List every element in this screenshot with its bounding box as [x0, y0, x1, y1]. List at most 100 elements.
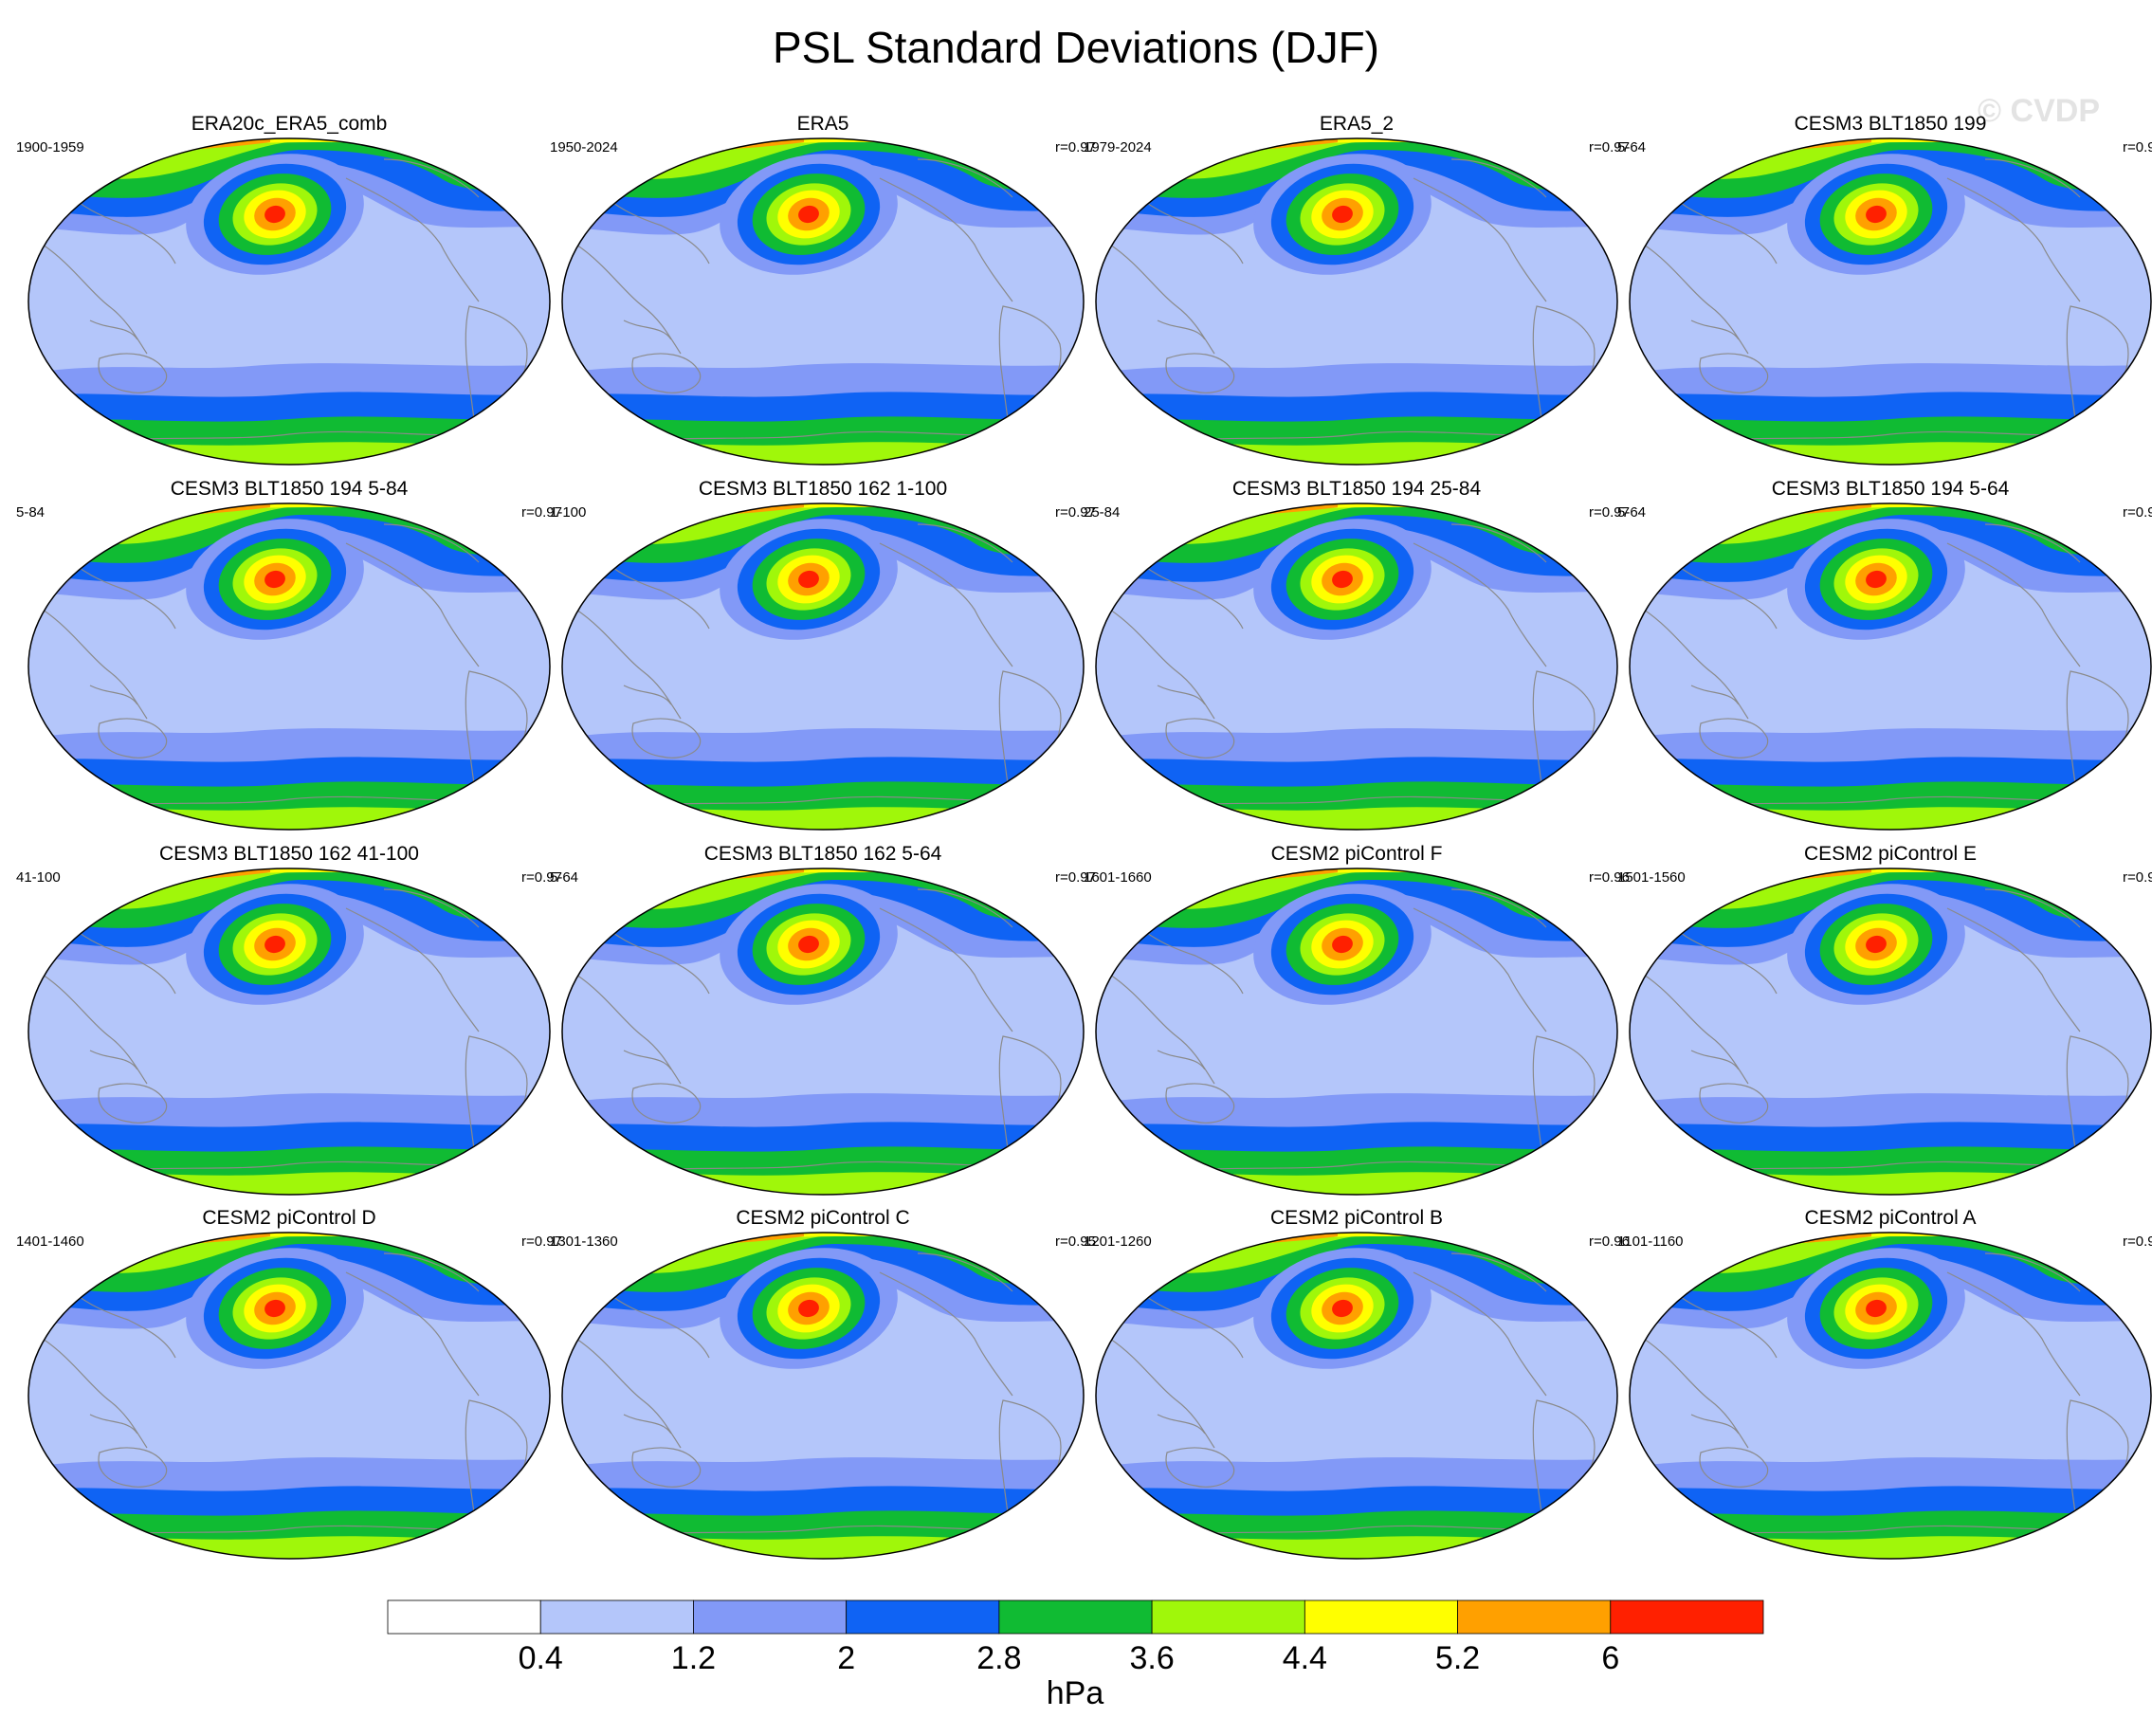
map-border — [561, 1232, 1085, 1560]
colorbar-box — [998, 1599, 1153, 1635]
map-border — [1095, 503, 1618, 831]
colorbar-tick-label: 0.4 — [519, 1640, 563, 1676]
map-panel: CESM2 piControl B 1201-1260 r=0.96 — [1084, 1207, 1630, 1560]
panel-pattern-correlation: r=0.95 — [2123, 869, 2152, 886]
map-panel: CESM3 BLT1850 162 41-100 41-100 r=0.97 — [16, 843, 562, 1196]
panel-years: 1501-1560 — [1617, 869, 1686, 886]
map-panel: CESM3 BLT1850 199 5-64 r=0.97 — [1617, 113, 2152, 466]
colorbar-box — [539, 1599, 694, 1635]
map-border — [1095, 137, 1618, 466]
map-panel: CESM2 piControl D 1401-1460 r=0.97 — [16, 1207, 562, 1560]
colorbar-box — [1304, 1599, 1458, 1635]
panel-pattern-correlation: r=0.96 — [1589, 1233, 1630, 1250]
map-field — [1096, 138, 1617, 465]
map-panels: ERA20c_ERA5_comb 1900-1959 ERA5 1950-2024 r=… — [16, 113, 2152, 1560]
panel-title: CESM2 piControl D — [202, 1207, 375, 1229]
colorbar-tick-label: 2 — [837, 1640, 855, 1676]
map-border — [27, 1232, 551, 1560]
panel-years: 41-100 — [16, 869, 61, 886]
panel-title: CESM2 piControl C — [736, 1207, 909, 1229]
panel-pattern-correlation: r=0.96 — [1589, 869, 1630, 886]
colorbar-box — [1610, 1599, 1764, 1635]
map-field — [28, 1233, 550, 1559]
panel-pattern-correlation: r=0.97 — [1055, 504, 1096, 521]
map-panel: CESM3 BLT1850 162 5-64 5-64 r=0.97 — [550, 843, 1096, 1196]
map-border — [561, 868, 1085, 1196]
map-field — [1096, 868, 1617, 1195]
panel-title: CESM3 BLT1850 162 41-100 — [159, 843, 419, 865]
panel-years: 1900-1959 — [16, 139, 84, 155]
colorbar-tick-label: 5.2 — [1435, 1640, 1480, 1676]
colorbar-box — [1151, 1599, 1305, 1635]
panel-years: 1201-1260 — [1084, 1233, 1152, 1250]
panel-title: CESM3 BLT1850 162 5-64 — [704, 843, 942, 865]
map-panel: CESM2 piControl F 1601-1660 r=0.96 — [1084, 843, 1630, 1196]
map-field — [1096, 1233, 1617, 1559]
colorbar-box — [1457, 1599, 1612, 1635]
panel-years: 1601-1660 — [1084, 869, 1152, 886]
panel-years: 5-64 — [1617, 139, 1646, 155]
map-field — [562, 503, 1084, 830]
panel-title: ERA5 — [797, 113, 849, 135]
map-field — [28, 138, 550, 465]
panel-title: ERA20c_ERA5_comb — [191, 113, 388, 135]
colorbar-boxes — [387, 1599, 1764, 1635]
map-field — [28, 503, 550, 830]
map-field — [562, 1233, 1084, 1559]
panel-years: 1979-2024 — [1084, 139, 1152, 155]
panel-pattern-correlation: r=0.97 — [1055, 139, 1096, 155]
map-field — [1630, 138, 2151, 465]
panel-title: CESM3 BLT1850 199 — [1795, 113, 1987, 135]
map-field — [1630, 503, 2151, 830]
watermark: © CVDP — [1978, 93, 2100, 129]
panel-title: CESM3 BLT1850 194 25-84 — [1232, 478, 1482, 500]
panel-years: 5-64 — [1617, 504, 1646, 521]
colorbar-labels: 0.4 1.2 2 2.8 3.6 4.4 5.2 6 — [519, 1640, 1620, 1676]
colorbar-tick-label: 2.8 — [976, 1640, 1021, 1676]
panel-years: 5-64 — [550, 869, 578, 886]
colorbar-tick-label: 4.4 — [1283, 1640, 1327, 1676]
panel-years: 25-84 — [1084, 504, 1120, 521]
colorbar-box — [846, 1599, 1000, 1635]
map-panel: ERA5_2 1979-2024 r=0.97 — [1084, 113, 1630, 466]
panel-pattern-correlation: r=0.97 — [1589, 504, 1630, 521]
panel-title: CESM3 BLT1850 162 1-100 — [699, 478, 947, 500]
map-panel: CESM3 BLT1850 194 25-84 25-84 r=0.97 — [1084, 478, 1630, 831]
map-border — [1629, 137, 2152, 466]
panel-years: 1101-1160 — [1617, 1233, 1684, 1250]
panel-pattern-correlation: r=0.97 — [521, 1233, 562, 1250]
panel-pattern-correlation: r=0.95 — [1055, 1233, 1096, 1250]
panel-years: 1401-1460 — [16, 1233, 84, 1250]
panel-title: CESM2 piControl A — [1805, 1207, 1977, 1229]
colorbar: 0.4 1.2 2 2.8 3.6 4.4 5.2 6 hPa — [387, 1599, 1764, 1711]
map-border — [27, 503, 551, 831]
map-field — [28, 868, 550, 1195]
map-field — [1630, 868, 2151, 1195]
panel-title: CESM2 piControl E — [1804, 843, 1977, 865]
panel-years: 5-84 — [16, 504, 45, 521]
panel-title: CESM3 BLT1850 194 5-64 — [1772, 478, 2010, 500]
map-panel: ERA20c_ERA5_comb 1900-1959 — [16, 113, 551, 466]
map-field — [1630, 1233, 2151, 1559]
panel-years: 1301-1360 — [550, 1233, 618, 1250]
map-panel: CESM2 piControl C 1301-1360 r=0.95 — [550, 1207, 1096, 1560]
map-border — [1629, 868, 2152, 1196]
panel-pattern-correlation: r=0.97 — [521, 869, 562, 886]
map-border — [1095, 868, 1618, 1196]
map-panel: ERA5 1950-2024 r=0.97 — [550, 113, 1096, 466]
map-panel: CESM2 piControl A 1101-1160 r=0.95 — [1617, 1207, 2152, 1560]
colorbar-unit: hPa — [1047, 1675, 1104, 1711]
panel-years: 1950-2024 — [550, 139, 618, 155]
panel-pattern-correlation: r=0.97 — [2123, 504, 2152, 521]
panel-pattern-correlation: r=0.97 — [1589, 139, 1630, 155]
colorbar-tick-label: 1.2 — [671, 1640, 716, 1676]
map-panel: CESM3 BLT1850 162 1-100 1-100 r=0.97 — [550, 478, 1096, 831]
colorbar-tick-label: 3.6 — [1129, 1640, 1174, 1676]
map-panel: CESM3 BLT1850 194 5-84 5-84 r=0.97 — [16, 478, 562, 831]
map-border — [561, 503, 1085, 831]
panel-pattern-correlation: r=0.97 — [1055, 869, 1096, 886]
colorbar-box — [693, 1599, 848, 1635]
map-border — [1095, 1232, 1618, 1560]
map-border — [561, 137, 1085, 466]
